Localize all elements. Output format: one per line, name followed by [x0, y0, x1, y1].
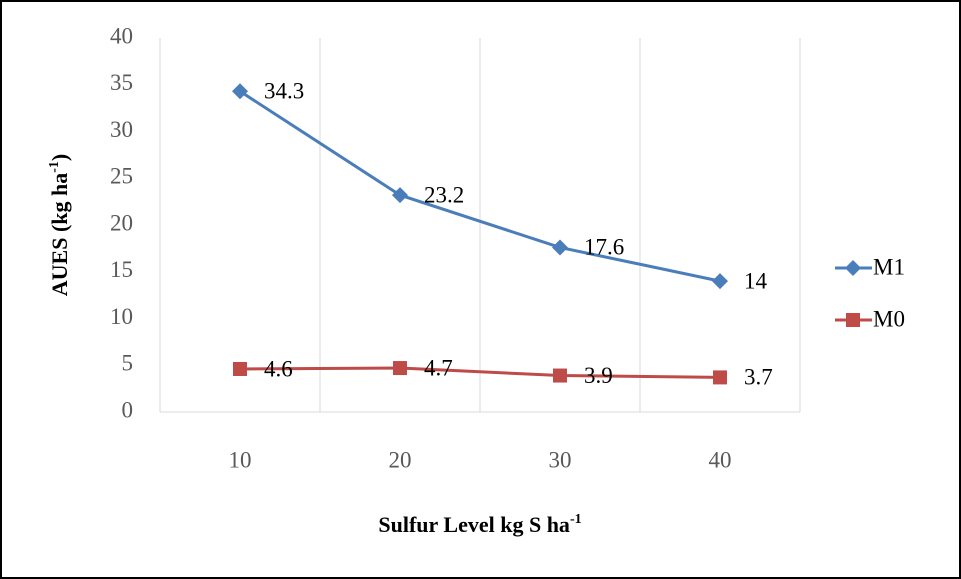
x-tick-label: 10 [229, 447, 252, 472]
legend-marker [845, 260, 861, 276]
legend-label: M0 [873, 306, 905, 331]
data-point [553, 368, 567, 383]
data-point [393, 361, 407, 376]
y-tick-label: 15 [110, 257, 133, 282]
data-label: 17.6 [584, 235, 624, 260]
data-point [713, 370, 727, 385]
y-tick-label: 25 [110, 164, 133, 189]
y-tick-label: 5 [122, 351, 134, 376]
data-label: 3.7 [744, 365, 773, 390]
data-label: 23.2 [424, 182, 464, 207]
data-point [392, 187, 408, 204]
y-tick-label: 35 [110, 70, 133, 95]
data-point [233, 361, 247, 376]
x-tick-label: 40 [709, 447, 732, 472]
y-tick-label: 20 [110, 210, 133, 235]
legend-label: M1 [873, 254, 905, 279]
y-tick-label: 30 [110, 117, 133, 142]
x-tick-label: 20 [389, 447, 412, 472]
data-label: 4.7 [424, 355, 453, 380]
data-point [232, 83, 248, 100]
x-axis-label: Sulfur Level kg S ha-1 [378, 512, 581, 537]
y-axis-label: AUES (kg ha-1) [47, 154, 72, 296]
data-label: 4.6 [264, 356, 293, 381]
data-label: 14 [744, 268, 768, 293]
series-line [239, 90, 721, 283]
y-tick-label: 0 [122, 397, 134, 422]
data-point [712, 273, 728, 290]
series-line [239, 366, 721, 379]
data-label: 34.3 [264, 79, 304, 104]
data-point [552, 239, 568, 256]
y-tick-label: 40 [110, 23, 133, 48]
legend-marker [846, 313, 860, 327]
y-tick-label: 10 [110, 304, 133, 329]
data-label: 3.9 [584, 363, 613, 388]
x-tick-label: 30 [549, 447, 572, 472]
